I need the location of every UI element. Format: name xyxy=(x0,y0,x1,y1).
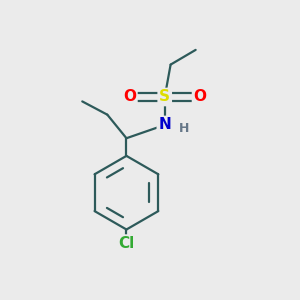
Text: O: O xyxy=(194,89,207,104)
Text: H: H xyxy=(179,122,189,135)
Text: Cl: Cl xyxy=(118,236,135,251)
Text: N: N xyxy=(158,118,171,133)
Text: O: O xyxy=(123,89,136,104)
Text: S: S xyxy=(159,89,170,104)
